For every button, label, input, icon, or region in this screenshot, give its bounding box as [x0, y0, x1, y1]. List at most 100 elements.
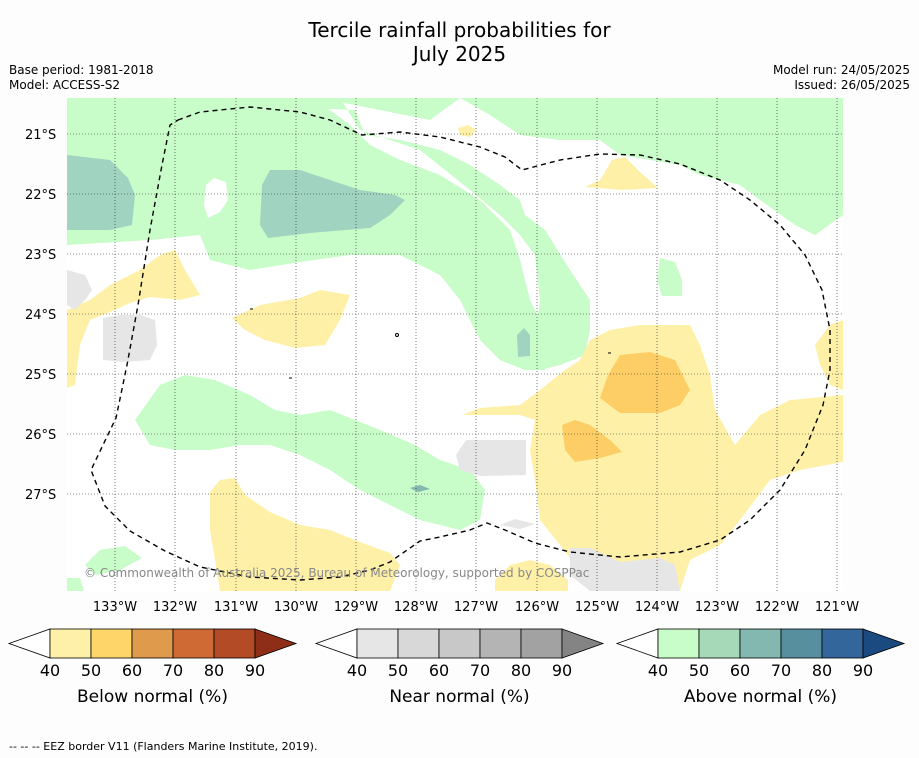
lon-label: 133°W	[93, 600, 137, 615]
near-normal-colorbar-segment	[520, 628, 563, 659]
map-title: Tercile rainfall probabilities for July …	[0, 18, 919, 66]
lon-label: 128°W	[394, 600, 438, 615]
near-normal-colorbar-tick: 70	[470, 661, 490, 680]
near-normal-colorbar-label: Near normal (%)	[389, 687, 529, 707]
near-normal-colorbar-segment	[438, 628, 481, 659]
below-normal-regions	[67, 125, 843, 591]
above-normal-colorbar-tick: 50	[689, 661, 709, 680]
below50-region-east	[600, 352, 690, 413]
near-normal-colorbar-segment	[356, 628, 399, 659]
below-normal-colorbar-over	[254, 628, 298, 659]
near-normal-colorbar-tick: 40	[347, 661, 367, 680]
below-normal-colorbar-segment	[172, 628, 215, 659]
above50-region-west	[67, 155, 135, 230]
below-normal-colorbar-tick: 40	[40, 661, 60, 680]
lat-label: 25°S	[25, 368, 56, 383]
near-normal-colorbar-under	[314, 628, 358, 659]
below-region-central	[232, 290, 350, 348]
lon-label: 127°W	[454, 600, 498, 615]
above-region-southwest-blob	[85, 546, 142, 575]
lat-label: 27°S	[25, 488, 56, 503]
lat-label: 24°S	[25, 308, 56, 323]
below-normal-50-regions	[562, 352, 690, 462]
below-region-west	[67, 250, 200, 388]
above-normal-colorbar-tick: 40	[648, 661, 668, 680]
lat-label: 21°S	[25, 128, 56, 143]
lon-label: 131°W	[214, 600, 258, 615]
below-normal-colorbar: 40 50 60 70 80 90 Below normal (%)	[7, 628, 298, 707]
below-normal-colorbar-label: Below normal (%)	[77, 687, 228, 707]
lon-label: 123°W	[695, 600, 739, 615]
model-run: Model run: 24/05/2025	[772, 63, 910, 77]
above-region-northwest	[67, 98, 590, 370]
near-region-west-box	[103, 315, 157, 362]
above-normal-colorbar-tick: 80	[812, 661, 832, 680]
near-normal-colorbar-tick: 90	[552, 661, 572, 680]
below-normal-colorbar-tick: 70	[163, 661, 183, 680]
above-normal-colorbar-tick: 70	[771, 661, 791, 680]
below-normal-colorbar-tick: 80	[204, 661, 224, 680]
near-normal-colorbar-segment	[479, 628, 522, 659]
gap-region-north	[204, 178, 228, 218]
colorbars: 40 50 60 70 80 90 Below normal (%) 40 50 60 70 80 90…	[7, 628, 906, 707]
above-normal-colorbar-label: Above normal (%)	[684, 687, 837, 707]
above-normal-colorbar-under	[615, 628, 659, 659]
graticule	[67, 98, 843, 591]
near-normal-colorbar: 40 50 60 70 80 90 Near normal (%)	[314, 628, 605, 707]
above-region-northeast	[460, 98, 843, 235]
above-normal-colorbar-tick: 60	[730, 661, 750, 680]
eez-footer: -- -- -- EEZ border V11 (Flanders Marine…	[9, 740, 318, 753]
title-line-2: July 2025	[412, 42, 507, 66]
above-normal-colorbar-segment	[780, 628, 823, 659]
eez-border	[90, 106, 831, 581]
lat-label: 23°S	[25, 248, 56, 263]
above50-region-small	[517, 328, 530, 357]
above-normal-colorbar-segment	[821, 628, 864, 659]
below-region-south-small	[495, 560, 568, 591]
above-region-central	[67, 98, 545, 370]
near-region-south-east	[570, 548, 680, 591]
above-normal-colorbar-segment	[698, 628, 741, 659]
above-normal-colorbar: 40 50 60 70 80 90 Above normal (%)	[615, 628, 906, 707]
lon-label: 124°W	[635, 600, 679, 615]
below-region-small-north	[458, 125, 476, 137]
below-region-south	[210, 478, 400, 591]
near-normal-colorbar-tick: 60	[429, 661, 449, 680]
above-normal-colorbar-tick: 90	[853, 661, 873, 680]
map-plot-area: © Commonwealth of Australia 2025, Bureau…	[67, 98, 843, 591]
above-region-south	[135, 375, 485, 530]
island-markers	[250, 308, 611, 379]
island-marker-1	[395, 333, 399, 337]
below-normal-colorbar-segment	[49, 628, 92, 659]
below-region-southeast	[462, 325, 843, 591]
lon-label: 125°W	[575, 600, 619, 615]
below-normal-colorbar-tick: 50	[81, 661, 101, 680]
near-normal-colorbar-tick: 50	[388, 661, 408, 680]
below50-region-southeast	[562, 420, 622, 462]
below-normal-colorbar-segment	[131, 628, 174, 659]
below-region-east-edge	[815, 320, 843, 390]
above-normal-colorbar-segment	[657, 628, 700, 659]
near-region-west	[67, 270, 92, 310]
copyright-text: © Commonwealth of Australia 2025, Bureau…	[84, 566, 589, 580]
above-region-southwest-corner	[67, 578, 84, 591]
near-normal-colorbar-segment	[397, 628, 440, 659]
base-period: Base period: 1981-2018	[9, 63, 154, 77]
lon-label: 126°W	[515, 600, 559, 615]
below-normal-colorbar-under	[7, 628, 51, 659]
meta-right: Model run: 24/05/2025 Issued: 26/05/2025	[773, 63, 910, 93]
below-normal-colorbar-tick: 60	[122, 661, 142, 680]
lon-label: 122°W	[755, 600, 799, 615]
above-normal-colorbar-segment	[739, 628, 782, 659]
lon-label: 129°W	[334, 600, 378, 615]
latitude-labels: 21°S 22°S 23°S 24°S 25°S 26°S 27°S	[25, 128, 56, 503]
lon-label: 132°W	[153, 600, 197, 615]
lat-label: 26°S	[25, 428, 56, 443]
longitude-labels: 133°W 132°W 131°W 130°W 129°W 128°W 127°…	[93, 600, 859, 615]
below-normal-colorbar-segment	[213, 628, 256, 659]
near-region-small	[500, 519, 535, 529]
below-region-northeast	[585, 157, 658, 190]
near-normal-colorbar-tick: 80	[511, 661, 531, 680]
model-name: Model: ACCESS-S2	[9, 78, 121, 92]
